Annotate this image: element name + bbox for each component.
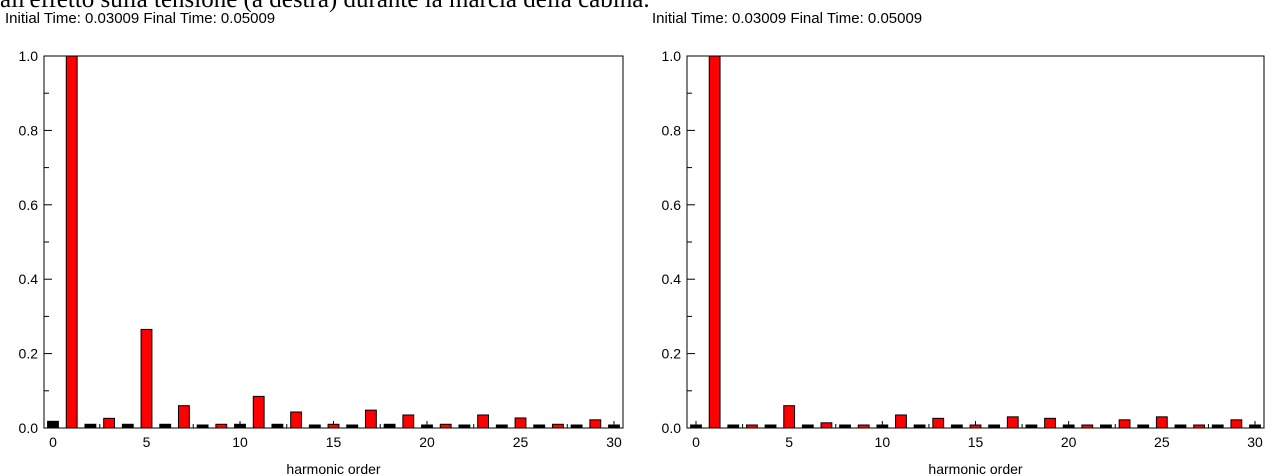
bar-harmonic-21 <box>1081 424 1094 429</box>
chart-left: 0.0 0.2 0.4 0.6 0.8 1.0 0 5 10 15 20 25 30 harmonic o… <box>19 48 624 476</box>
bar-harmonic-27 <box>551 423 564 429</box>
bar-harmonic-26 <box>533 424 546 429</box>
x-tick-label: 30 <box>1247 434 1263 450</box>
bar-harmonic-8 <box>839 424 851 429</box>
bar-harmonic-24 <box>1137 424 1150 429</box>
chart-right-subtitle: Initial Time: 0.03009 Final Time: 0.0500… <box>652 10 923 27</box>
bar-harmonic-2 <box>84 423 97 429</box>
bar-harmonic-15 <box>327 423 340 429</box>
x-tick-label: 15 <box>968 434 984 450</box>
x-tick-label: 20 <box>419 434 435 450</box>
bar-harmonic-23 <box>1118 419 1131 429</box>
bar-harmonic-30 <box>608 424 620 429</box>
bar-harmonic-23 <box>477 414 490 429</box>
x-tick-label: 5 <box>785 434 793 450</box>
bar-harmonic-3 <box>103 417 116 429</box>
bar-harmonic-14 <box>950 424 963 429</box>
chart-right: 0.0 0.2 0.4 0.6 0.8 1.0 0 5 10 15 20 25 30 harmonic o… <box>662 48 1265 476</box>
bar-harmonic-25 <box>514 417 527 429</box>
bar-harmonic-4 <box>121 423 134 429</box>
bar-harmonic-6 <box>159 423 172 429</box>
x-tick-label: 0 <box>692 434 700 450</box>
bar-harmonic-8 <box>196 424 209 429</box>
y-tick-label: 0.0 <box>662 420 682 436</box>
bar-harmonic-25 <box>1155 416 1168 429</box>
bar-harmonic-19 <box>402 414 415 429</box>
y-tick-label: 0.4 <box>19 271 39 287</box>
y-tick-label: 0.8 <box>19 122 39 138</box>
y-tick-label: 0.8 <box>662 122 682 138</box>
bar-harmonic-7 <box>177 405 190 429</box>
y-tick-label: 0.6 <box>662 197 682 213</box>
bar-harmonic-30 <box>1249 424 1261 429</box>
bar-harmonic-29 <box>1230 419 1243 429</box>
x-tick-label: 20 <box>1061 434 1077 450</box>
bar-harmonic-22 <box>458 424 471 429</box>
bar-harmonic-1 <box>65 55 78 429</box>
x-tick-label: 15 <box>326 434 342 450</box>
bar-harmonic-12 <box>271 423 284 429</box>
x-tick-label: 25 <box>513 434 529 450</box>
bar-harmonic-13 <box>290 411 303 429</box>
x-tick-label: 30 <box>606 434 622 450</box>
bar-harmonic-15 <box>969 424 982 429</box>
x-axis-label: harmonic order <box>286 461 380 476</box>
bar-harmonic-18 <box>1025 424 1038 429</box>
bar-harmonic-22 <box>1100 424 1112 429</box>
plot-frame <box>43 55 624 429</box>
bar-harmonic-21 <box>439 423 452 429</box>
figure-caption: all'effetto sulla tensione (a destra) du… <box>0 0 1274 16</box>
bar-harmonic-28 <box>570 424 583 429</box>
bar-harmonic-14 <box>308 424 321 429</box>
bar-harmonic-27 <box>1193 424 1206 429</box>
bar-harmonic-5 <box>140 328 153 429</box>
bar-harmonic-20 <box>1062 424 1075 429</box>
y-tick-label: 0.4 <box>662 271 682 287</box>
bar-harmonic-17 <box>1006 416 1019 429</box>
bar-harmonic-18 <box>383 423 396 429</box>
x-tick-label: 10 <box>875 434 891 450</box>
bar-harmonic-26 <box>1174 424 1187 429</box>
x-axis-label: harmonic order <box>928 461 1022 476</box>
bar-harmonic-1 <box>708 55 721 429</box>
bar-harmonic-13 <box>932 417 945 429</box>
y-tick-label: 0.6 <box>19 197 39 213</box>
y-tick-label: 0.2 <box>19 346 39 362</box>
bar-harmonic-24 <box>495 424 508 429</box>
y-tick-label: 1.0 <box>19 48 39 64</box>
bar-harmonic-10 <box>876 424 889 429</box>
x-tick-label: 0 <box>49 434 57 450</box>
bar-harmonic-20 <box>421 424 433 429</box>
y-tick-label: 0.2 <box>662 346 682 362</box>
bar-harmonic-28 <box>1211 424 1224 429</box>
bar-harmonic-4 <box>764 424 777 429</box>
bar-harmonic-29 <box>589 419 602 429</box>
bar-harmonic-7 <box>820 422 833 429</box>
bar-harmonic-0 <box>690 424 702 429</box>
bar-harmonic-5 <box>783 405 796 429</box>
x-tick-label: 25 <box>1154 434 1170 450</box>
bar-harmonic-11 <box>252 395 265 429</box>
plot-frame <box>686 55 1265 429</box>
bar-harmonic-3 <box>745 424 758 429</box>
bar-harmonic-19 <box>1044 417 1056 429</box>
bar-harmonic-9 <box>215 423 228 429</box>
bar-harmonic-12 <box>913 424 926 429</box>
bar-harmonic-17 <box>364 409 377 429</box>
bar-harmonic-0 <box>47 420 59 429</box>
chart-left-subtitle: Initial Time: 0.03009 Final Time: 0.0500… <box>5 10 276 27</box>
bar-harmonic-16 <box>346 424 359 429</box>
bar-harmonic-10 <box>234 423 246 429</box>
bar-harmonic-6 <box>801 424 814 429</box>
y-tick-label: 0.0 <box>19 420 39 436</box>
bar-harmonic-11 <box>895 414 907 429</box>
bar-harmonic-16 <box>988 424 1001 429</box>
y-tick-label: 1.0 <box>662 48 682 64</box>
bar-harmonic-2 <box>727 424 740 429</box>
x-tick-label: 10 <box>232 434 248 450</box>
bar-harmonic-9 <box>857 424 870 429</box>
x-tick-label: 5 <box>143 434 151 450</box>
